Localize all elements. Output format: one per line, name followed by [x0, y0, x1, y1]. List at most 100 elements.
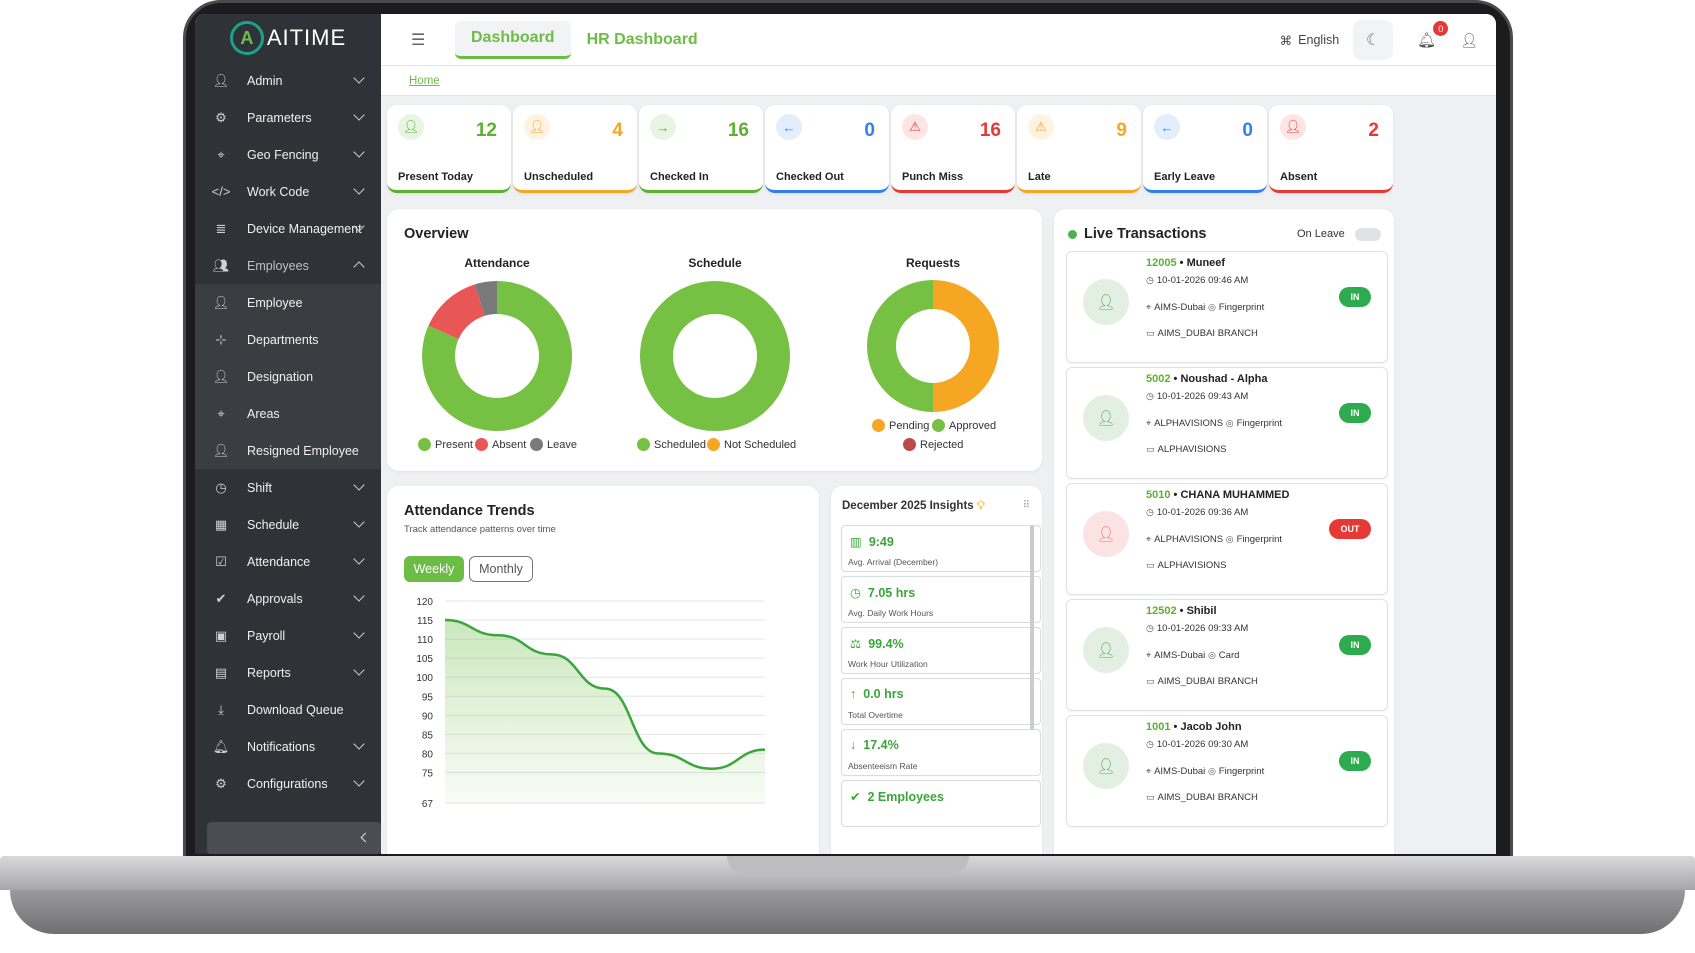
- sidebar-item-geo-fencing[interactable]: ⌖ Geo Fencing: [195, 136, 381, 173]
- transaction-time: 10-01-2026 09:43 AM: [1156, 391, 1249, 402]
- bell-icon: 🔔︎: [1417, 32, 1437, 49]
- sidebar-item-attendance[interactable]: ☑ Attendance: [195, 543, 381, 580]
- sidebar-item-employee[interactable]: 👤︎ Employee: [195, 284, 381, 321]
- stat-card-late[interactable]: ⚠︎ 9 Late: [1017, 105, 1141, 193]
- legend-approved[interactable]: Approved: [932, 419, 996, 432]
- fingerprint-icon: ◎: [1225, 418, 1234, 428]
- tab-dashboard[interactable]: Dashboard: [455, 20, 571, 59]
- transaction-card[interactable]: 👤︎ 12005 • Muneef ◷ 10-01-2026 09:46 AM ⌖ AIM…: [1066, 251, 1388, 363]
- stat-card-absent[interactable]: 👤︎ 2 Absent: [1269, 105, 1393, 193]
- legend-leave[interactable]: Leave: [530, 438, 577, 451]
- sidebar-item-resigned-employee[interactable]: 👤︎ Resigned Employee: [195, 432, 381, 469]
- stat-label: Unscheduled: [524, 171, 594, 183]
- clock-icon: ◷: [1146, 507, 1154, 517]
- stat-card-early-leave[interactable]: ← 0 Early Leave: [1143, 105, 1267, 193]
- insight-value: 17.4%: [863, 738, 899, 752]
- sidebar-item-label: Resigned Employee: [247, 443, 359, 458]
- sidebar-item-shift[interactable]: ◷ Shift: [195, 469, 381, 506]
- sidebar-item-label: Employee: [247, 295, 303, 310]
- live-transactions-title: Live Transactions: [1084, 226, 1207, 242]
- drag-handle-icon[interactable]: ⠿: [1022, 500, 1030, 511]
- transaction-branch: ALPHAVISIONS: [1157, 444, 1227, 455]
- insight-work-hour-utilization: ⚖︎ 99.4% Work Hour Utilization: [841, 627, 1041, 674]
- stat-card-unscheduled[interactable]: 👤︎ 4 Unscheduled: [513, 105, 637, 193]
- sidebar-item-reports[interactable]: ▤ Reports: [195, 654, 381, 691]
- menu-toggle-icon[interactable]: ☰: [411, 31, 426, 49]
- legend-label: Not Scheduled: [724, 438, 797, 451]
- stat-value: 16: [979, 120, 1001, 141]
- branch-icon: ▭: [1146, 560, 1155, 570]
- translate-icon: ⌘: [1279, 33, 1293, 48]
- legend-pending[interactable]: Pending: [872, 419, 929, 432]
- stat-card-present-today[interactable]: 👤︎ 12 Present Today: [387, 105, 511, 193]
- sidebar-item-download-queue[interactable]: ⤓ Download Queue: [195, 691, 381, 728]
- sitemap-icon: ⊹: [215, 331, 227, 347]
- on-leave-toggle[interactable]: [1355, 228, 1381, 241]
- sidebar-item-departments[interactable]: ⊹ Departments: [195, 321, 381, 358]
- monthly-toggle-button[interactable]: Monthly: [469, 556, 533, 582]
- sidebar-item-device-management[interactable]: ≣ Device Management: [195, 210, 381, 247]
- employee-id: 12005: [1146, 257, 1177, 269]
- sidebar-item-employees[interactable]: 👥︎ Employees: [195, 247, 381, 284]
- stat-label: Checked Out: [776, 171, 844, 183]
- sidebar-item-parameters[interactable]: ⚙︎ Parameters: [195, 99, 381, 136]
- sidebar-item-designation[interactable]: 👤︎ Designation: [195, 358, 381, 395]
- employee-name: Muneef: [1186, 257, 1226, 269]
- transaction-card[interactable]: 👤︎ 12502 • Shibil ◷ 10-01-2026 09:33 AM ⌖ AIM…: [1066, 599, 1388, 711]
- notifications-button[interactable]: 🔔︎ 0: [1417, 21, 1449, 49]
- sidebar-item-work-code[interactable]: </> Work Code: [195, 173, 381, 210]
- trend-area: [445, 620, 765, 803]
- legend-absent[interactable]: Absent: [475, 438, 526, 451]
- legend-rejected[interactable]: Rejected: [903, 438, 963, 451]
- user-menu-icon[interactable]: 👤︎: [1460, 31, 1478, 48]
- brand-logo[interactable]: A AITIME: [195, 14, 381, 62]
- stat-value: 16: [727, 120, 749, 141]
- insights-scrollbar[interactable]: [1030, 525, 1034, 730]
- sidebar-item-label: Attendance: [247, 554, 311, 569]
- arrow-left-icon: ←: [1154, 114, 1180, 140]
- stat-card-punch-miss[interactable]: ⚠︎ 16 Punch Miss: [891, 105, 1015, 193]
- dark-mode-toggle[interactable]: ☾: [1353, 20, 1394, 60]
- employee-id: 12502: [1146, 605, 1177, 617]
- location-pin-icon: ⌖: [1146, 302, 1152, 312]
- branch-icon: ▭: [1146, 676, 1155, 686]
- stat-card-checked-out[interactable]: ← 0 Checked Out: [765, 105, 889, 193]
- legend-scheduled[interactable]: Scheduled: [637, 438, 706, 451]
- transaction-method: Fingerprint: [1236, 534, 1282, 545]
- user-avatar-icon: 👤︎: [1083, 627, 1129, 673]
- legend-present[interactable]: Present: [418, 438, 473, 451]
- breadcrumb-home-link[interactable]: Home: [409, 75, 440, 87]
- transaction-card[interactable]: 👤︎ 1001 • Jacob John ◷ 10-01-2026 09:30 AM ⌖…: [1066, 715, 1388, 827]
- sidebar-collapse-button[interactable]: [207, 822, 381, 854]
- gear-icon: ⚙︎: [215, 775, 227, 791]
- sidebar-item-admin[interactable]: 👤︎ Admin: [195, 62, 381, 99]
- stat-label: Absent: [1280, 171, 1318, 183]
- legend-not-scheduled[interactable]: Not Scheduled: [707, 438, 796, 451]
- sidebar-item-notifications[interactable]: 🔔︎ Notifications: [195, 728, 381, 765]
- chevron-left-icon: [360, 832, 371, 843]
- transaction-card[interactable]: 👤︎ 5002 • Noushad - Alpha ◷ 10-01-2026 09:4…: [1066, 367, 1388, 479]
- weekly-toggle-button[interactable]: Weekly: [404, 556, 464, 582]
- user-avatar-icon: 👤︎: [1083, 511, 1129, 557]
- legend-label: Rejected: [920, 438, 964, 451]
- stat-value: 4: [612, 120, 623, 141]
- transaction-method: Fingerprint: [1218, 302, 1265, 313]
- legend-label: Pending: [889, 419, 930, 432]
- location-pin-icon: ⌖: [1146, 766, 1152, 776]
- sidebar-nav: 👤︎ Admin ⚙︎ Parameters ⌖ Geo Fencing </> Work C…: [195, 62, 381, 802]
- sidebar-item-areas[interactable]: ⌖ Areas: [195, 395, 381, 432]
- transaction-card[interactable]: 👤︎ 5010 • CHANA MUHAMMED ◷ 10-01-2026 09:36…: [1066, 483, 1388, 595]
- stat-card-checked-in[interactable]: → 16 Checked In: [639, 105, 763, 193]
- stat-label: Late: [1028, 171, 1051, 183]
- stat-label: Present Today: [398, 171, 473, 183]
- sidebar-item-configurations[interactable]: ⚙︎ Configurations: [195, 765, 381, 802]
- stat-label: Checked In: [650, 171, 709, 183]
- sidebar-item-payroll[interactable]: ▣ Payroll: [195, 617, 381, 654]
- stat-value: 0: [1242, 120, 1253, 141]
- tab-hr-dashboard[interactable]: HR Dashboard: [586, 30, 698, 48]
- language-selector[interactable]: ⌘ English: [1280, 33, 1340, 48]
- sidebar-item-approvals[interactable]: ✔ Approvals: [195, 580, 381, 617]
- sidebar-item-label: Employees: [247, 258, 309, 273]
- stat-value: 0: [864, 120, 875, 141]
- sidebar-item-schedule[interactable]: ▦ Schedule: [195, 506, 381, 543]
